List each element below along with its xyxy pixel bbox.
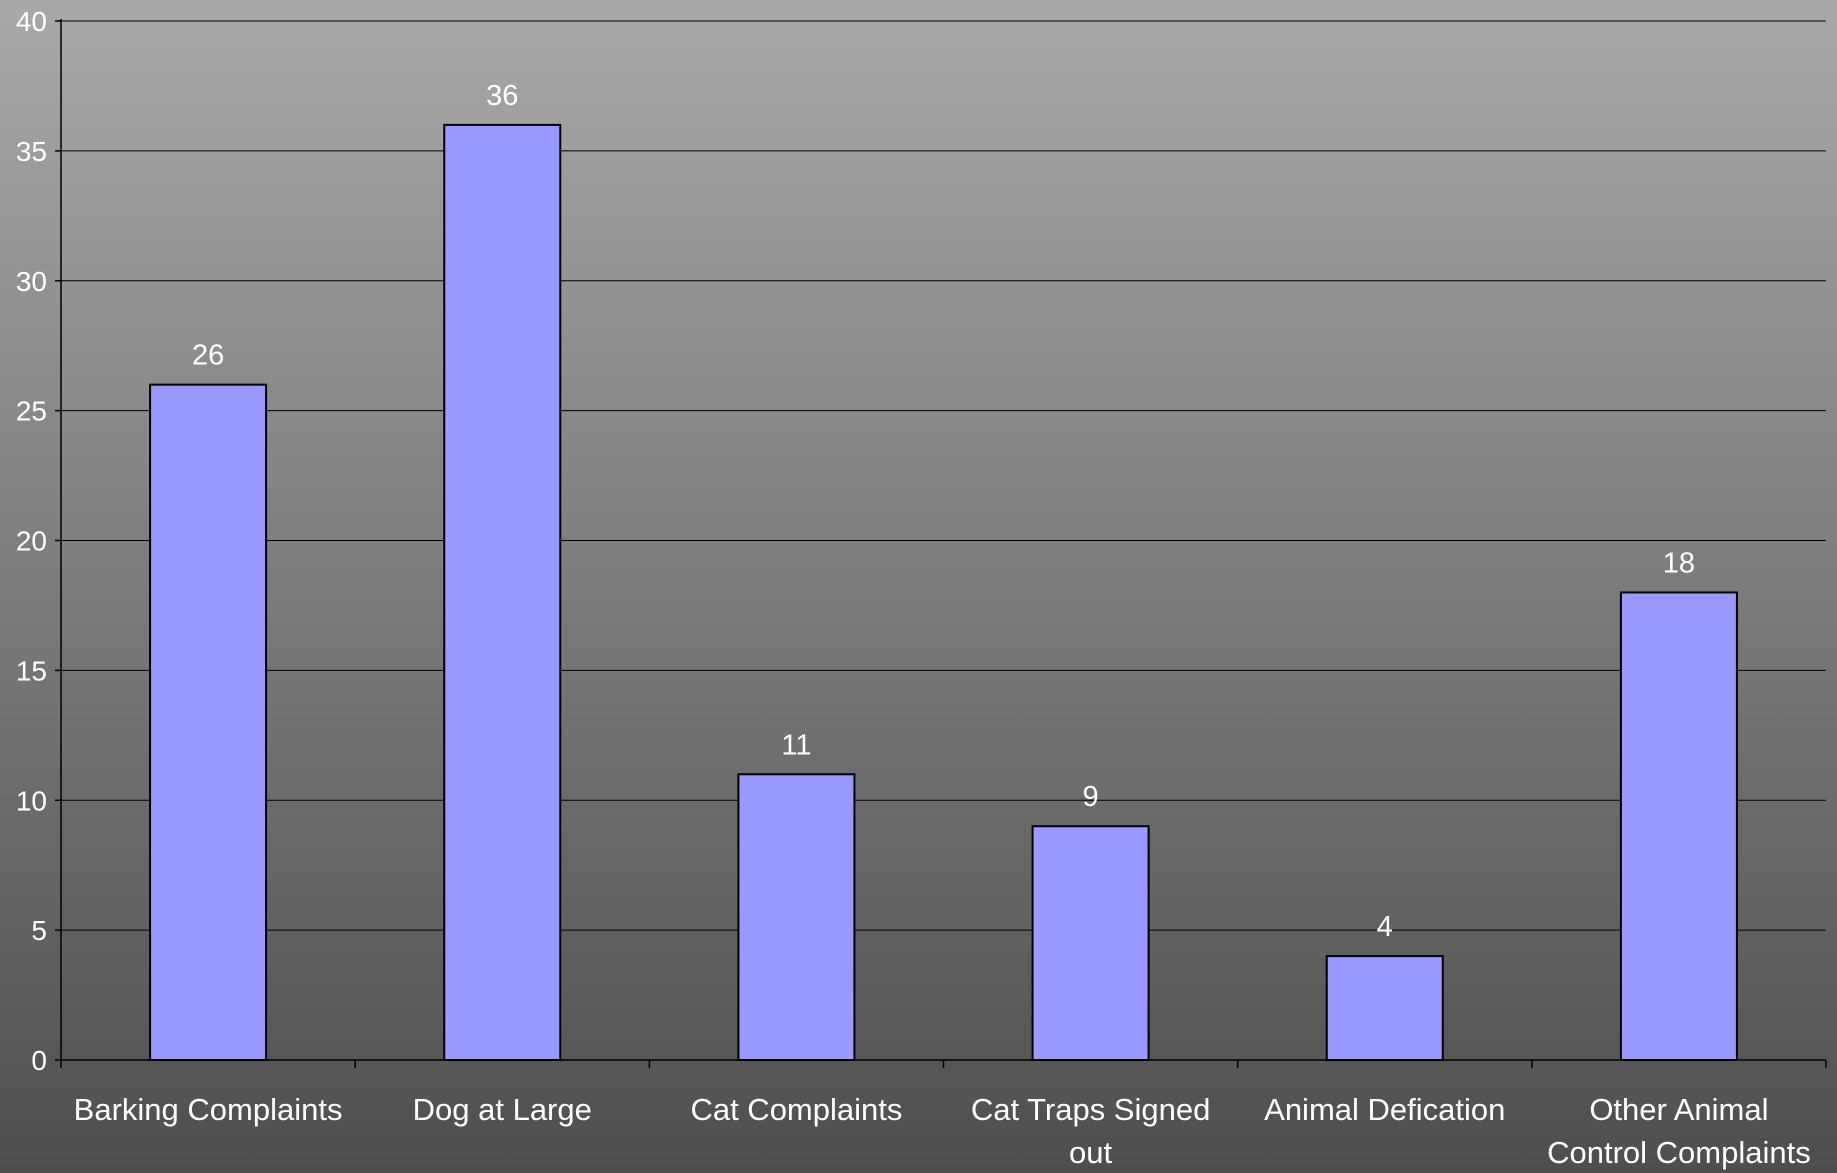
data-label: 26 <box>192 340 224 372</box>
bar-2 <box>443 123 562 1061</box>
y-tick-label: 10 <box>16 785 47 816</box>
gridlines <box>61 20 1826 931</box>
category-label-line: Animal Defication <box>1264 1092 1505 1127</box>
category-label-line: Control Complaints <box>1547 1135 1811 1170</box>
category-label-line: Dog at Large <box>413 1092 592 1127</box>
y-tick-label: 40 <box>16 6 47 37</box>
bar-5 <box>1325 955 1444 1061</box>
y-tick-label: 30 <box>16 266 47 297</box>
bar-1 <box>149 383 268 1061</box>
labels: 0 5 10 15 20 25 30 35 40 26 Barking Complaints 36 Do… <box>16 6 1811 1170</box>
y-tick-label: 5 <box>31 915 47 946</box>
bar-6 <box>1619 591 1738 1061</box>
category-label-line: Cat Complaints <box>690 1092 902 1127</box>
category-label: Cat Traps Signed out <box>971 1092 1211 1170</box>
y-tick-label: 15 <box>16 655 47 686</box>
data-label: 9 <box>1083 781 1099 813</box>
category-label: Animal Defication <box>1264 1092 1505 1127</box>
data-label: 36 <box>486 80 518 112</box>
y-tick-label: 25 <box>16 396 47 427</box>
category-label: Other Animal Control Complaints <box>1547 1092 1811 1170</box>
y-tick-label: 35 <box>16 136 47 167</box>
category-label: Cat Complaints <box>690 1092 902 1127</box>
category-label-line: Cat Traps Signed <box>971 1092 1211 1127</box>
category-label: Dog at Large <box>413 1092 592 1127</box>
data-label: 4 <box>1377 911 1393 943</box>
bars <box>149 123 1738 1062</box>
y-tick-label: 20 <box>16 526 47 557</box>
category-label-line: out <box>1069 1135 1112 1170</box>
data-label: 11 <box>781 729 811 761</box>
category-label: Barking Complaints <box>74 1092 343 1127</box>
category-label-line: Barking Complaints <box>74 1092 343 1127</box>
category-label-line: Other Animal <box>1589 1092 1768 1127</box>
axes <box>55 19 1827 1068</box>
y-tick-label: 0 <box>31 1045 47 1076</box>
data-label: 18 <box>1663 547 1695 579</box>
bar-3 <box>737 773 856 1062</box>
bar-4 <box>1031 825 1150 1061</box>
